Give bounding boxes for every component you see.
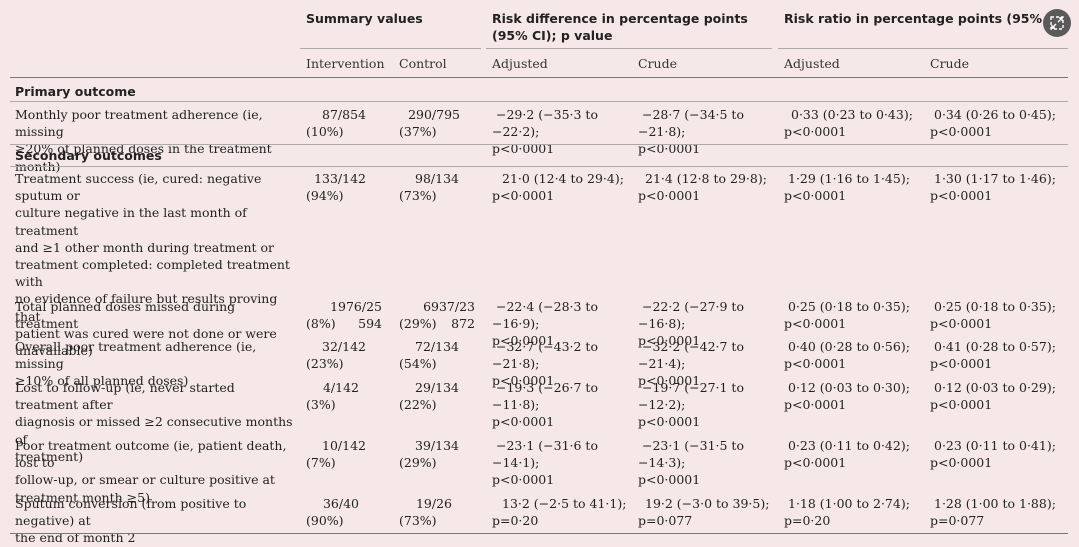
intervention-percent: (94%): [306, 188, 344, 203]
rr-crude: 0·23 (0·11 to 0·41); p<0·0001: [930, 438, 1056, 471]
rd-crude: −19·7 (−27·1 to −12·2); p<0·0001: [638, 380, 744, 430]
intervention-count: 1976/25 594: [330, 299, 382, 332]
control-percent: (22%): [399, 397, 437, 412]
section-rule-primary: [10, 101, 1068, 102]
control-count: 98/134: [415, 171, 459, 186]
section-rule-secondary: [10, 166, 1068, 167]
rr-adjusted: 0·33 (0·23 to 0·43); p<0·0001: [784, 107, 913, 140]
rd-adjusted: −22·4 (−28·3 to −16·9); p<0·0001: [492, 299, 598, 349]
expand-button[interactable]: [1043, 9, 1071, 37]
rd-adjusted: 13·2 (−2·5 to 41·1); p=0·20: [492, 496, 627, 529]
rr-crude: 0·25 (0·18 to 0·35); p<0·0001: [930, 299, 1056, 332]
rr-adjusted: 0·40 (0·28 to 0·56); p<0·0001: [784, 339, 910, 372]
intervention-count: 133/142: [314, 171, 366, 186]
rr-adjusted: 1·18 (1·00 to 2·74); p=0·20: [784, 496, 910, 529]
header-risk-difference: Risk difference in percentage points (95…: [492, 11, 748, 43]
outcome-label: Overall poor treatment adherence (ie, mi…: [15, 339, 257, 389]
rr-adjusted: 0·12 (0·03 to 0·30); p<0·0001: [784, 380, 910, 413]
intervention-count: 10/142: [322, 438, 366, 453]
header-rule-risk-ratio: [778, 48, 1068, 49]
table-bottom-rule: [10, 533, 1068, 534]
header-bottom-rule: [10, 77, 1068, 78]
intervention-count: 32/142: [322, 339, 366, 354]
subheader-crude-rd: Crude: [638, 56, 677, 71]
expand-icon: [1050, 16, 1064, 30]
rd-crude: −32·2 (−42·7 to −21·4); p<0·0001: [638, 339, 744, 389]
control-percent: (37%): [399, 124, 437, 139]
intervention-count: 4/142: [322, 380, 359, 395]
rr-crude: 0·12 (0·03 to 0·29); p<0·0001: [930, 380, 1056, 413]
rd-crude: 21·4 (12·8 to 29·8); p<0·0001: [638, 171, 767, 204]
rr-adjusted: 0·25 (0·18 to 0·35); p<0·0001: [784, 299, 910, 332]
rd-adjusted: −32·7 (−43·2 to −21·8); p<0·0001: [492, 339, 598, 389]
intervention-percent: (7%): [306, 455, 336, 470]
subheader-control: Control: [399, 56, 447, 71]
subheader-adjusted-rr: Adjusted: [784, 56, 840, 71]
intervention-percent: (8%): [306, 316, 336, 331]
rd-crude: 19·2 (−3·0 to 39·5); p=0·077: [638, 496, 770, 529]
rr-crude: 0·34 (0·26 to 0·45); p<0·0001: [930, 107, 1056, 140]
section-secondary-outcomes: Secondary outcomes: [15, 148, 162, 163]
intervention-percent: (10%): [306, 124, 344, 139]
rr-adjusted: 1·29 (1·16 to 1·45); p<0·0001: [784, 171, 910, 204]
subheader-adjusted-rd: Adjusted: [492, 56, 548, 71]
rr-crude: 1·30 (1·17 to 1·46); p<0·0001: [930, 171, 1056, 204]
rd-crude: −28·7 (−34·5 to −21·8); p<0·0001: [638, 107, 744, 157]
header-rule-risk-difference: [486, 48, 772, 49]
rr-crude: 0·41 (0·28 to 0·57); p<0·0001: [930, 339, 1056, 372]
rd-adjusted: −23·1 (−31·6 to −14·1); p<0·0001: [492, 438, 598, 488]
control-percent: (29%): [399, 455, 437, 470]
outcome-label: Poor treatment outcome (ie, patient deat…: [15, 438, 287, 505]
outcome-label: Total planned doses missed during treatm…: [15, 299, 236, 332]
control-count: 39/134: [415, 438, 459, 453]
header-risk-ratio: Risk ratio in percentage points (95% CI)…: [784, 11, 1046, 26]
rr-adjusted: 0·23 (0·11 to 0·42); p<0·0001: [784, 438, 910, 471]
outcome-label: Treatment success (ie, cured: negative s…: [15, 171, 290, 359]
intervention-count: 87/854: [322, 107, 366, 122]
section-rule-secondary-top: [10, 144, 1068, 145]
outcome-label: Sputum conversion (from positive to nega…: [15, 496, 247, 546]
section-primary-outcome: Primary outcome: [15, 84, 136, 99]
control-count: 290/795: [408, 107, 460, 122]
control-count: 19/26: [415, 496, 452, 511]
intervention-percent: (3%): [306, 397, 336, 412]
control-count: 29/134: [415, 380, 459, 395]
intervention-count: 36/40: [322, 496, 359, 511]
subheader-intervention: Intervention: [306, 56, 385, 71]
control-percent: (73%): [399, 188, 437, 203]
rd-adjusted: −19·3 (−26·7 to −11·8); p<0·0001: [492, 380, 598, 430]
control-count: 72/134: [415, 339, 459, 354]
intervention-percent: (90%): [306, 513, 344, 528]
control-percent: (29%): [399, 316, 437, 331]
rr-crude: 1·28 (1·00 to 1·88); p=0·077: [930, 496, 1056, 529]
header-summary-values: Summary values: [306, 11, 423, 26]
rd-crude: −23·1 (−31·5 to −14·3); p<0·0001: [638, 438, 744, 488]
control-percent: (54%): [399, 356, 437, 371]
subheader-crude-rr: Crude: [930, 56, 969, 71]
outcome-label: Lost to follow-up (ie, never started tre…: [15, 380, 293, 464]
control-percent: (73%): [399, 513, 437, 528]
intervention-percent: (23%): [306, 356, 344, 371]
outcome-label: Monthly poor treatment adherence (ie, mi…: [15, 107, 272, 174]
rd-adjusted: 21·0 (12·4 to 29·4); p<0·0001: [492, 171, 624, 204]
header-rule-summary: [300, 48, 481, 49]
rd-adjusted: −29·2 (−35·3 to −22·2); p<0·0001: [492, 107, 598, 157]
control-count: 6937/23 872: [423, 299, 475, 332]
rd-crude: −22·2 (−27·9 to −16·8); p<0·0001: [638, 299, 744, 349]
